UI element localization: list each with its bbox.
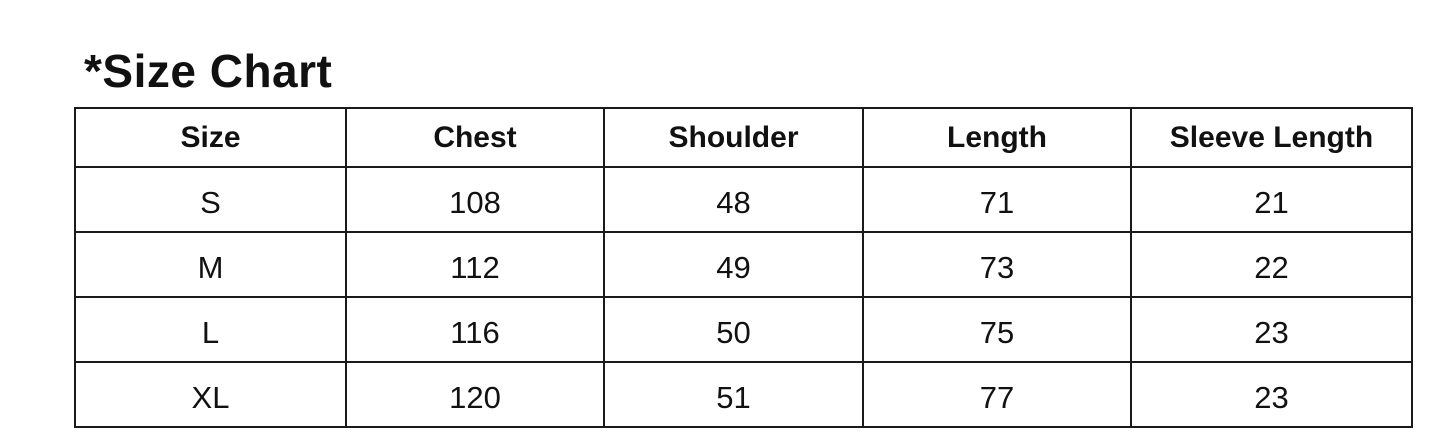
- cell-size: L: [74, 296, 347, 363]
- cell-chest: 108: [345, 166, 605, 233]
- cell-size: XL: [74, 361, 347, 428]
- cell-chest: 120: [345, 361, 605, 428]
- header-size: Size: [74, 107, 347, 168]
- table-row: S 108 48 71 21: [74, 166, 1413, 233]
- cell-chest: 112: [345, 231, 605, 298]
- table-row: M 112 49 73 22: [74, 231, 1413, 298]
- header-shoulder: Shoulder: [603, 107, 864, 168]
- table-header-row: Size Chest Shoulder Length Sleeve Length: [74, 107, 1413, 168]
- table-row: L 116 50 75 23: [74, 296, 1413, 363]
- cell-shoulder: 51: [603, 361, 864, 428]
- table-row: XL 120 51 77 23: [74, 361, 1413, 428]
- cell-shoulder: 50: [603, 296, 864, 363]
- cell-size: S: [74, 166, 347, 233]
- cell-sleeve-length: 22: [1130, 231, 1413, 298]
- header-length: Length: [862, 107, 1132, 168]
- cell-chest: 116: [345, 296, 605, 363]
- cell-shoulder: 49: [603, 231, 864, 298]
- cell-sleeve-length: 21: [1130, 166, 1413, 233]
- cell-size: M: [74, 231, 347, 298]
- cell-shoulder: 48: [603, 166, 864, 233]
- cell-sleeve-length: 23: [1130, 296, 1413, 363]
- cell-length: 71: [862, 166, 1132, 233]
- size-chart-table: Size Chest Shoulder Length Sleeve Length…: [74, 107, 1413, 428]
- page-title: *Size Chart: [84, 45, 333, 97]
- cell-length: 73: [862, 231, 1132, 298]
- cell-length: 75: [862, 296, 1132, 363]
- cell-length: 77: [862, 361, 1132, 428]
- header-chest: Chest: [345, 107, 605, 168]
- header-sleeve-length: Sleeve Length: [1130, 107, 1413, 168]
- cell-sleeve-length: 23: [1130, 361, 1413, 428]
